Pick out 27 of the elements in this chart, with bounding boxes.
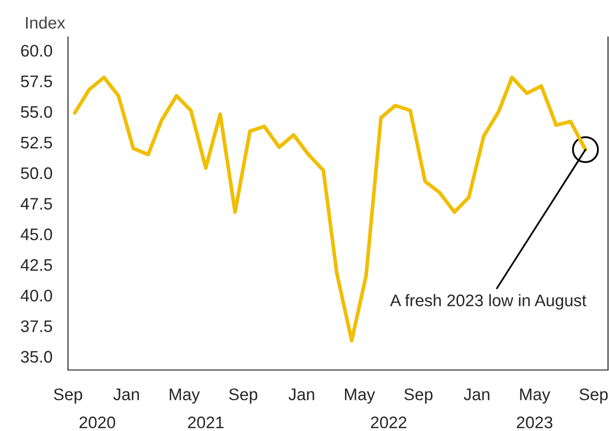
y-axis-title: Index: [26, 16, 66, 29]
y-tick-label: 50.0: [20, 167, 52, 180]
x2-tick-label: 2023: [516, 416, 552, 428]
x2-tick-label: 2022: [370, 416, 406, 428]
y-tick-label: 47.5: [20, 198, 52, 210]
x2-tick-label: 2020: [80, 416, 116, 428]
y-tick-label: 60.0: [21, 44, 52, 57]
x-tick-label: May: [520, 388, 550, 404]
y-tick-label: 40.0: [20, 290, 52, 302]
x2-tick-label: 2021: [188, 416, 224, 428]
annotation: A fresh 2023 low in August: [390, 294, 586, 310]
y-tick-label: 57.5: [20, 76, 52, 88]
y-tick-label: 52.5: [20, 136, 52, 148]
y-tick-label: 37.5: [20, 320, 52, 332]
y-tick-label: 55.0: [20, 106, 52, 118]
x-tick-label: Sep: [404, 388, 433, 404]
x-tick-label: Sep: [54, 388, 82, 404]
x-tick-label: Jan: [464, 388, 490, 400]
x-tick-label: Jan: [113, 388, 139, 400]
x-tick-label: Sep: [229, 388, 258, 404]
x-tick-label: May: [170, 388, 200, 404]
y-tick-label: 45.0: [20, 228, 52, 240]
y-tick-label: 35.0: [20, 350, 52, 363]
x-tick-label: Jan: [288, 388, 314, 400]
x-tick-label: Sep: [580, 388, 608, 404]
x-tick-label: May: [344, 388, 376, 404]
y-tick-label: 42.5: [20, 259, 52, 271]
